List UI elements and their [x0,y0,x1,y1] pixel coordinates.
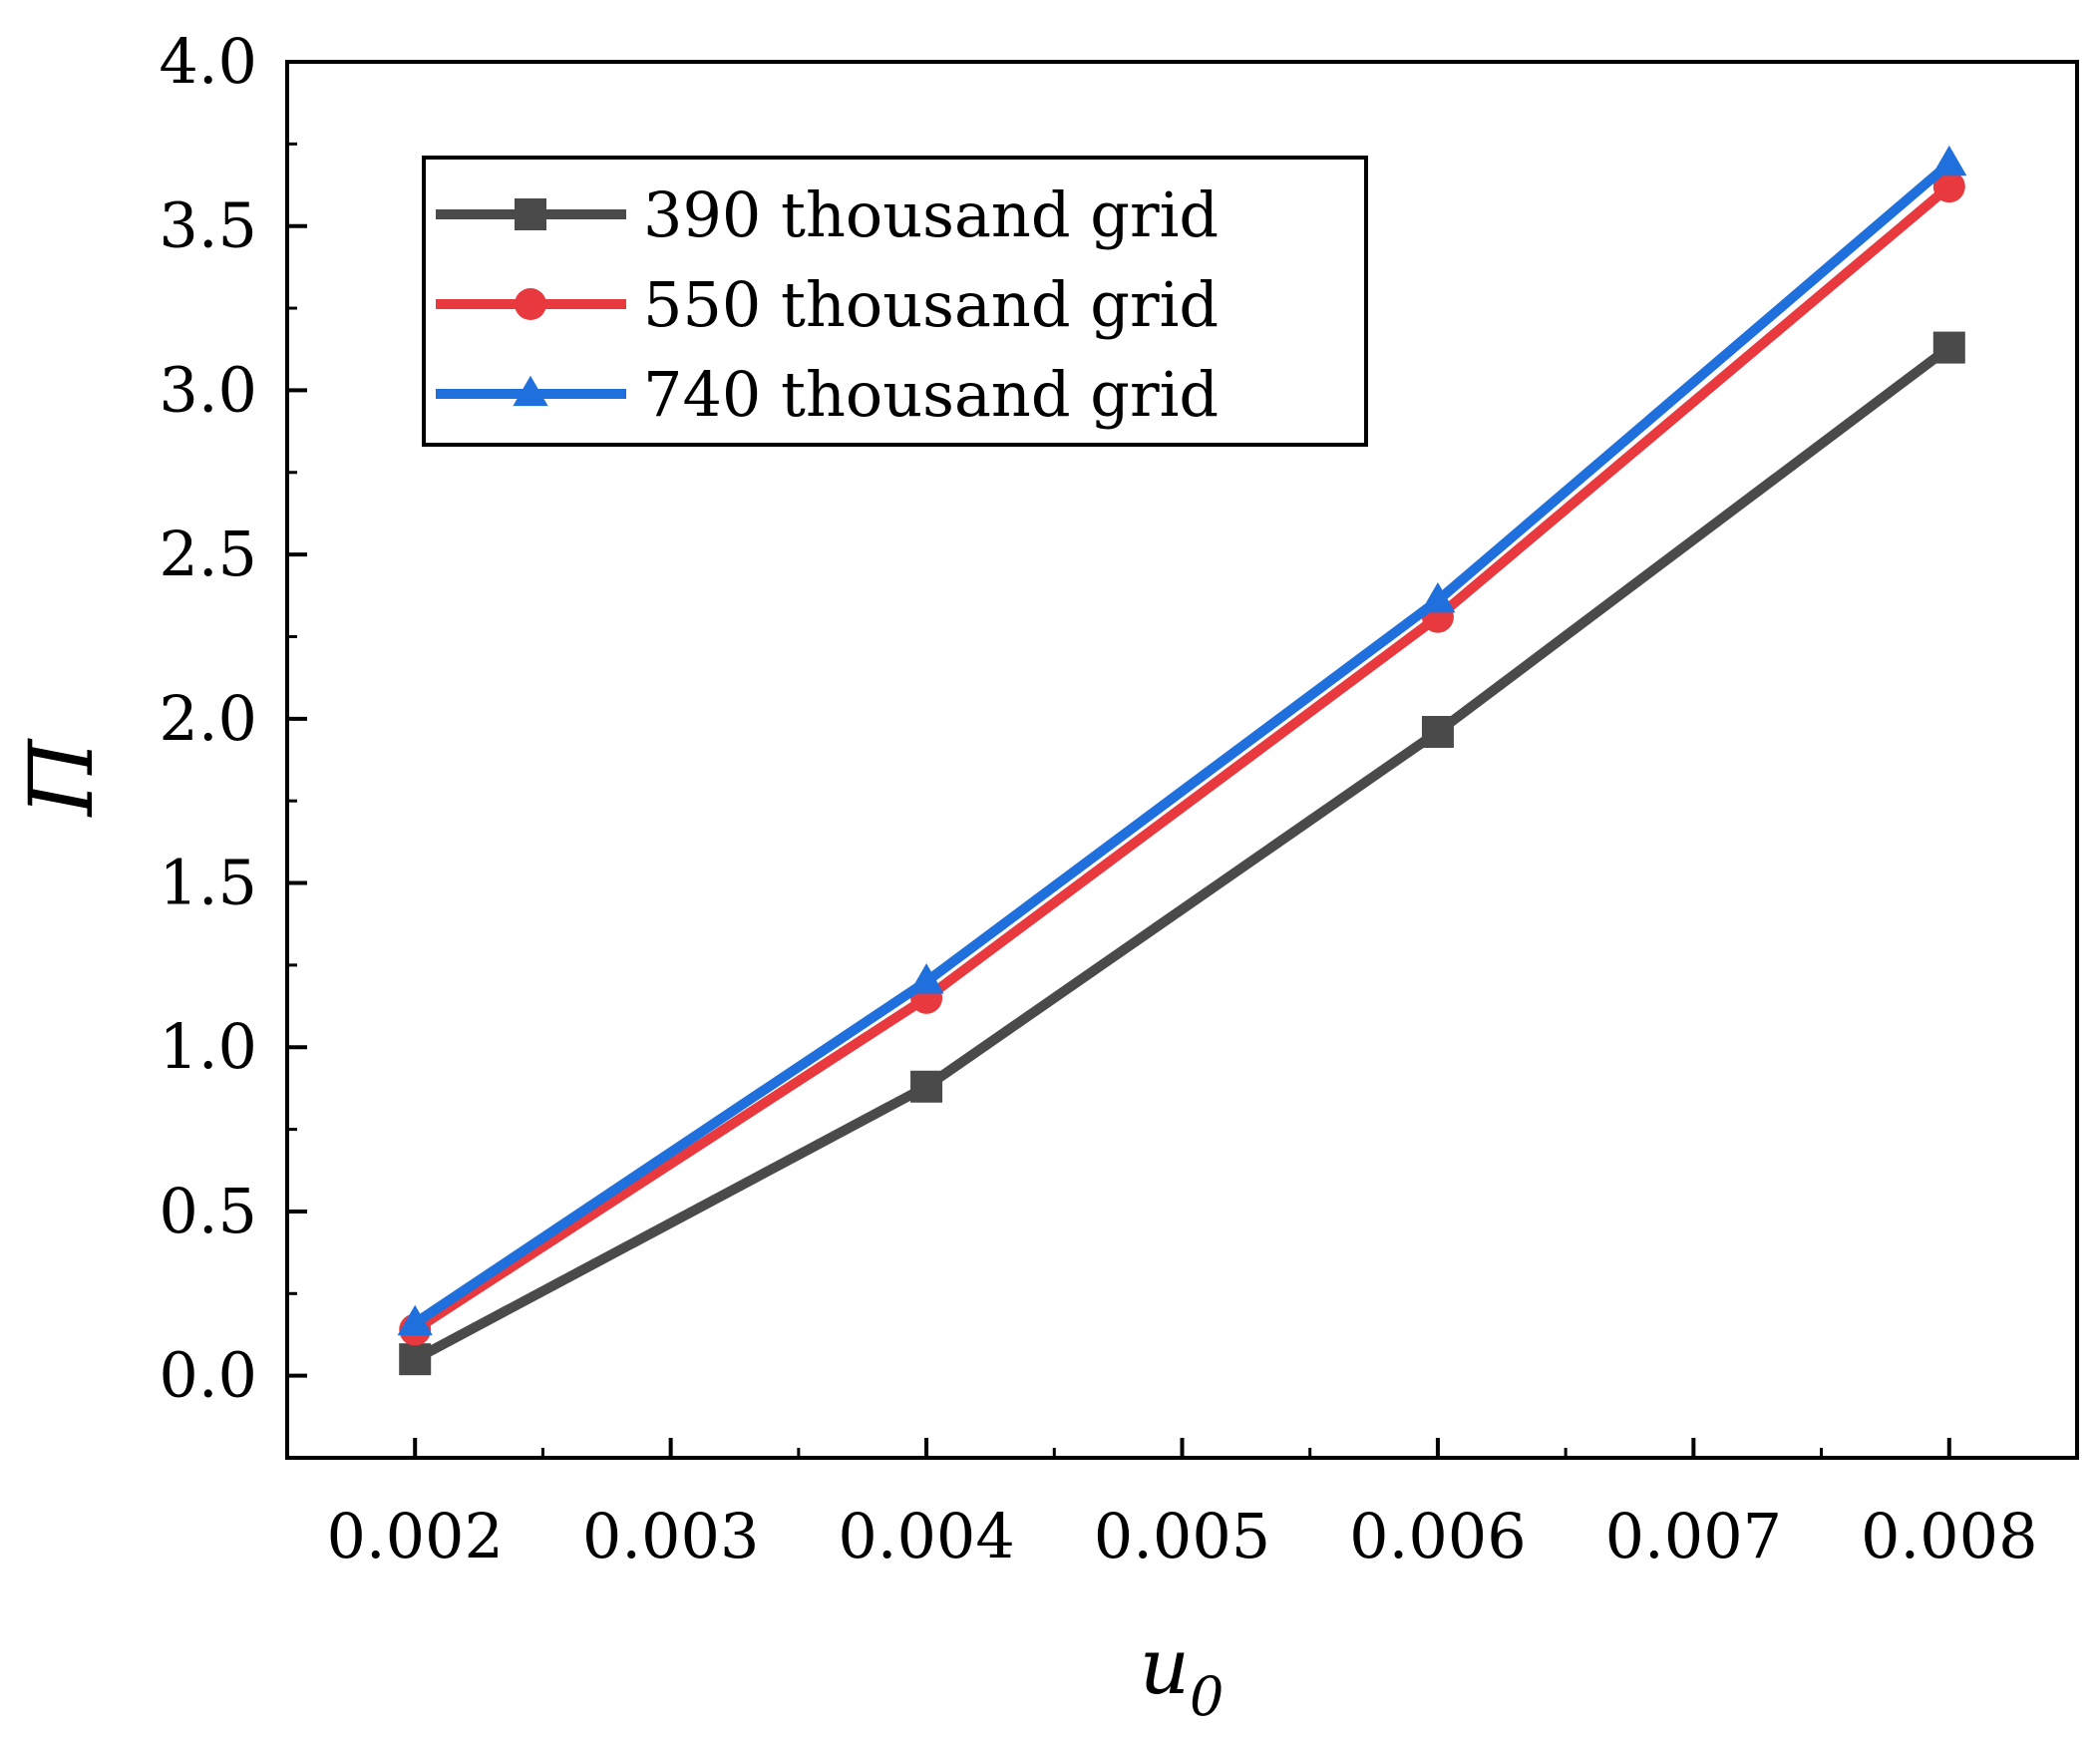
series-1 [399,331,1965,1376]
legend-label: 550 thousand grid [643,268,1219,341]
y-tick-label: 2.5 [159,518,257,590]
series-line [410,159,1954,1328]
data-point [1932,331,1965,364]
data-point [1932,171,1965,203]
legend-item-1: 390 thousand grid [436,178,1219,251]
series-line [410,342,1954,1365]
data-point [399,1343,432,1376]
x-tick-label: 0.006 [1349,1500,1527,1572]
y-tick-label: 4.0 [159,25,257,98]
legend-marker [513,375,548,407]
y-tick-label: 1.0 [159,1010,257,1083]
legend-marker [515,288,546,320]
x-axis-title-subscript: 0 [1190,1665,1224,1728]
x-axis: 0.002 0.003 0.004 0.005 0.006 0.007 0.008 [326,1438,2038,1572]
y-tick-label: 2.0 [159,682,257,755]
y-axis-title: Π [10,737,113,818]
x-tick-label: 0.007 [1605,1500,1783,1572]
x-tick-label: 0.002 [326,1500,504,1572]
legend: 390 thousand grid 550 thousand grid 740 th… [422,156,1368,447]
x-axis-title-main: u [1140,1622,1190,1712]
series-line [410,181,1954,1335]
x-tick-label: 0.008 [1861,1500,2038,1572]
legend-item-2: 550 thousand grid [436,268,1219,341]
y-tick-label: 0.5 [159,1175,257,1247]
data-point [910,1070,943,1103]
y-tick-label: 1.5 [159,847,257,919]
y-axis: 0.0 0.5 1.0 1.5 2.0 2.5 3.0 3.5 4.0 [159,25,307,1412]
legend-marker [515,198,546,230]
legend-label: 390 thousand grid [643,178,1219,251]
y-tick-label: 0.0 [159,1339,257,1412]
data-point [1421,716,1454,748]
series-3 [397,145,1967,1336]
x-tick-label: 0.003 [582,1500,760,1572]
series-layer [397,145,1967,1376]
x-axis-title: u0 [1140,1622,1225,1728]
data-point [1420,581,1456,613]
legend-label: 740 thousand grid [643,358,1219,431]
x-tick-label: 0.005 [1094,1500,1271,1572]
data-point [1931,145,1967,176]
data-point [397,1304,433,1336]
legend-item-3: 740 thousand grid [436,358,1219,431]
y-tick-label: 3.5 [159,189,257,262]
data-point [908,963,944,994]
x-tick-label: 0.004 [838,1500,1015,1572]
y-tick-label: 3.0 [159,353,257,426]
